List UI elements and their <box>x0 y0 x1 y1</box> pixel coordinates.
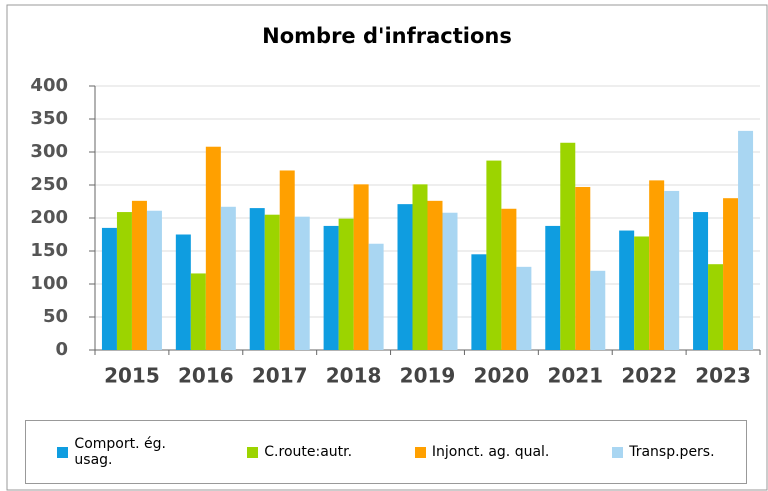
legend: Comport. ég. usag. C.route:autr. Injonct. … <box>25 420 747 484</box>
y-tick-label: 250 <box>30 174 68 195</box>
legend-swatch <box>612 446 624 458</box>
bar <box>397 204 413 350</box>
y-tick-label: 200 <box>30 207 68 228</box>
bar <box>249 208 265 350</box>
y-tick-label: 150 <box>30 240 68 261</box>
bar <box>427 200 443 350</box>
bar <box>590 270 606 350</box>
bar <box>516 266 532 350</box>
bar <box>323 225 339 350</box>
x-tick-label: 2022 <box>621 364 677 388</box>
bar <box>723 198 739 350</box>
bar <box>264 214 280 350</box>
bar <box>619 230 635 350</box>
bar <box>634 236 650 350</box>
bar <box>205 146 221 350</box>
legend-label: Comport. ég. usag. <box>74 436 166 468</box>
x-tick-label: 2020 <box>474 364 530 388</box>
legend-swatch <box>57 446 69 458</box>
legend-label: Transp.pers. <box>629 444 715 460</box>
x-tick-label: 2023 <box>695 364 751 388</box>
legend-item: Injonct. ag. qual. <box>414 444 550 460</box>
legend-item: C.route:autr. <box>247 444 352 460</box>
x-tick-label: 2019 <box>400 364 456 388</box>
x-tick-label: 2016 <box>178 364 234 388</box>
x-tick-label: 2018 <box>326 364 382 388</box>
bar <box>116 212 132 350</box>
bar <box>220 206 236 350</box>
x-tick-label: 2015 <box>104 364 160 388</box>
bar <box>353 184 369 350</box>
frame <box>6 4 768 491</box>
chart-title: Nombre d'infractions <box>262 24 512 48</box>
y-tick-label: 300 <box>30 141 68 162</box>
bar <box>279 170 295 350</box>
bar <box>501 208 517 350</box>
y-tick-label: 350 <box>30 108 68 129</box>
x-tick-label: 2017 <box>252 364 308 388</box>
bar <box>412 184 428 350</box>
bar <box>649 180 665 350</box>
legend-label: Injonct. ag. qual. <box>431 444 550 460</box>
bar <box>545 225 561 350</box>
bar <box>708 264 724 350</box>
legend-item: Comport. ég. usag. <box>57 436 184 468</box>
bar <box>486 160 502 350</box>
legend-swatch <box>414 446 426 458</box>
bar <box>131 200 147 350</box>
bar <box>190 273 206 350</box>
bar <box>101 227 117 350</box>
x-tick-label: 2021 <box>547 364 603 388</box>
bar <box>338 218 354 350</box>
bar <box>442 212 458 350</box>
bar <box>664 190 680 350</box>
y-tick-label: 0 <box>55 339 68 360</box>
bar <box>175 234 191 350</box>
legend-label: C.route:autr. <box>264 444 353 460</box>
legend-swatch <box>247 446 259 458</box>
bar <box>294 216 310 350</box>
bar <box>146 210 162 350</box>
bar <box>738 130 754 350</box>
y-tick-label: 100 <box>30 273 68 294</box>
y-tick-label: 400 <box>30 75 68 96</box>
bar <box>693 212 709 350</box>
y-tick-label: 50 <box>43 306 68 327</box>
bar <box>575 186 591 350</box>
bar <box>560 142 576 350</box>
bar <box>368 243 384 350</box>
legend-item: Transp.pers. <box>612 444 715 460</box>
bar <box>471 254 487 350</box>
